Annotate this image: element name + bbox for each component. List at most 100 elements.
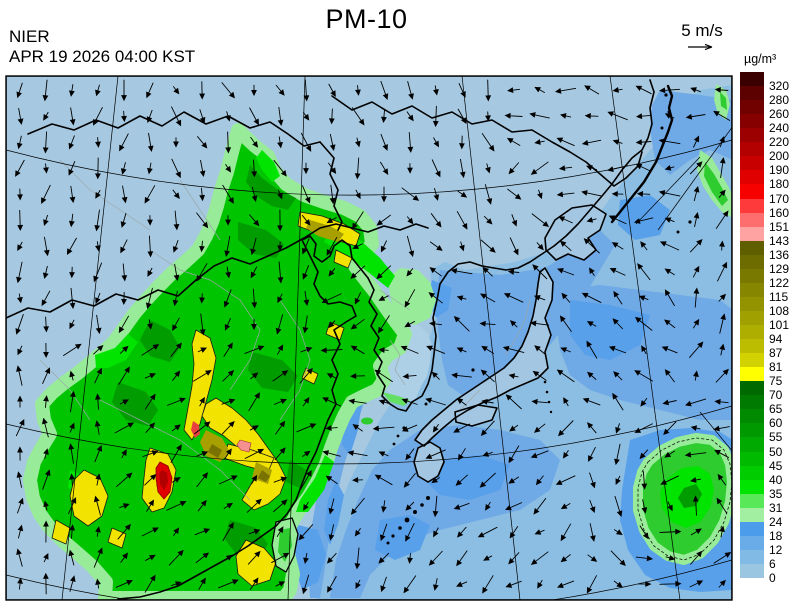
wind-arrow (457, 108, 467, 124)
colorbar-segment (740, 296, 764, 312)
wind-arrow (586, 340, 598, 359)
wind-arrow (505, 580, 522, 588)
colorbar-label: 136 (769, 247, 790, 262)
wind-arrow (588, 446, 596, 462)
wind-arrow (534, 139, 545, 145)
wind-arrow (529, 320, 550, 327)
colorbar-label: 94 (769, 332, 783, 347)
wind-arrow (508, 476, 520, 484)
wind-arrow (719, 525, 725, 538)
wind-arrow (660, 475, 679, 485)
wind-arrow (425, 449, 446, 459)
wind-arrow (303, 290, 310, 307)
wind-arrow (450, 268, 473, 275)
wind-arrow (276, 526, 284, 538)
colorbar-segment (740, 212, 764, 228)
colorbar-segment (740, 310, 764, 326)
wind-arrow (537, 579, 543, 589)
wind-arrow (173, 210, 180, 231)
colorbar-label: 60 (769, 416, 783, 431)
wind-arrow (170, 342, 182, 357)
wind-arrow (321, 293, 342, 303)
wind-arrow (456, 581, 468, 587)
wind-arrow (508, 162, 520, 175)
wind-arrow (401, 424, 418, 432)
wind-arrow (68, 84, 75, 97)
wind-arrow (455, 474, 469, 486)
colorbar-label: 180 (769, 177, 790, 192)
wind-arrow (611, 191, 624, 197)
wind-arrow (662, 399, 677, 406)
wind-arrow (352, 477, 363, 483)
wind-arrow (690, 425, 701, 431)
wind-arrow (166, 397, 186, 406)
wind-arrow (326, 217, 337, 224)
colorbar-segment (740, 198, 764, 214)
colorbar-label: 190 (769, 163, 790, 178)
wind-arrow (250, 372, 259, 380)
wind-arrow (224, 236, 231, 257)
colorbar-segment (740, 100, 764, 115)
colorbar-segment (740, 128, 764, 143)
wind-arrow (352, 243, 364, 249)
small-islands (386, 93, 692, 545)
wind-arrow (426, 345, 446, 355)
wind-arrow (352, 211, 364, 230)
wind-arrow (300, 346, 313, 353)
wind-arrow (222, 184, 234, 204)
wind-arrow (479, 293, 496, 303)
wind-arrow (16, 548, 23, 567)
wind-arrow (69, 266, 75, 279)
wind-arrow (530, 161, 549, 175)
wind-arrow (16, 497, 24, 514)
wind-arrow (457, 448, 466, 461)
wind-arrow (196, 136, 208, 149)
wind-arrow (664, 268, 675, 276)
wind-arrow (172, 86, 180, 95)
colorbar-segment (740, 521, 764, 537)
pm-cyclone-blob (633, 433, 732, 565)
wind-arrow (328, 268, 336, 277)
wind-arrow (581, 292, 602, 304)
wind-arrow (556, 191, 575, 198)
wind-arrow (533, 497, 547, 515)
wind-arrow (120, 212, 127, 228)
wind-arrow (276, 344, 284, 355)
colorbar-segment (740, 114, 764, 129)
wind-arrow (114, 422, 135, 434)
wind-arrow (432, 105, 439, 128)
colorbar-segment (740, 339, 764, 354)
wind-arrow (533, 295, 546, 301)
wind-arrow (459, 241, 465, 252)
wind-arrow (684, 451, 707, 458)
wind-arrow (531, 213, 550, 228)
wind-arrow (275, 420, 286, 435)
wind-arrow (451, 372, 472, 379)
wind-arrow (250, 266, 258, 279)
wind-arrow (560, 347, 571, 353)
wind-arrow (225, 266, 231, 279)
wind-arrow (17, 108, 24, 125)
wind-arrow (17, 241, 23, 251)
wind-arrow (690, 87, 701, 93)
wind-arrow (350, 345, 365, 355)
wind-arrow (17, 209, 24, 232)
wind-arrow (640, 241, 648, 251)
wind-arrow (509, 424, 519, 432)
wind-arrow (407, 132, 414, 153)
wind-arrow (298, 524, 314, 541)
wind-arrow (43, 342, 49, 359)
wind-arrow (717, 473, 727, 486)
wind-arrow (376, 214, 391, 226)
wind-arrow (641, 499, 648, 514)
wind-arrow (615, 475, 621, 486)
wind-arrow (322, 450, 341, 457)
wind-arrow (17, 524, 24, 539)
wind-arrow (635, 555, 654, 562)
wind-arrow (406, 216, 414, 225)
wind-arrow (43, 448, 49, 459)
wind-arrow (428, 292, 443, 304)
wind-arrow (120, 239, 128, 254)
wind-arrow (199, 81, 206, 100)
wind-arrow (250, 237, 257, 256)
